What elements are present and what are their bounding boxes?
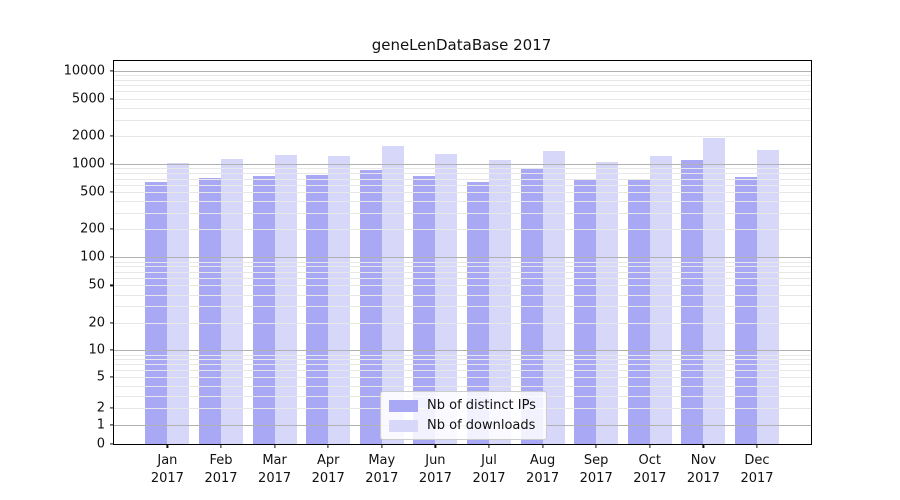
x-axis-tick-mark bbox=[220, 444, 222, 448]
y-axis-tick-label: 2 bbox=[96, 400, 105, 416]
legend-label-downloads: Nb of downloads bbox=[427, 418, 536, 433]
bar-downloads bbox=[757, 150, 779, 444]
y-axis-tick-label: 10 bbox=[88, 342, 105, 358]
chart-title: geneLenDataBase 2017 bbox=[371, 36, 552, 54]
x-axis-tick-label: Oct 2017 bbox=[633, 453, 667, 486]
x-axis-tick-label: May 2017 bbox=[365, 453, 399, 486]
y-axis-tick-mark bbox=[110, 135, 114, 137]
x-axis-tick-mark bbox=[756, 444, 758, 448]
bar-distinct-ips bbox=[359, 169, 382, 444]
bar-distinct-ips bbox=[681, 159, 704, 444]
bar-distinct-ips bbox=[735, 176, 757, 444]
x-axis-tick-label: Dec 2017 bbox=[740, 453, 774, 486]
legend-item-downloads: Nb of downloads bbox=[389, 418, 536, 433]
y-axis-tick-label: 5 bbox=[96, 369, 105, 385]
x-axis-tick-mark bbox=[274, 444, 276, 448]
y-axis-tick-label: 0 bbox=[96, 436, 105, 452]
y-axis-tick-mark bbox=[110, 443, 114, 445]
x-axis-tick-label: Nov 2017 bbox=[686, 453, 720, 486]
y-axis-tick-label: 1 bbox=[96, 417, 105, 432]
y-axis-tick-mark bbox=[110, 376, 114, 378]
bar-distinct-ips bbox=[252, 175, 275, 444]
y-axis-tick-mark bbox=[110, 256, 114, 258]
x-axis-tick-mark bbox=[702, 444, 704, 448]
x-axis-tick-mark bbox=[649, 444, 651, 448]
y-axis-tick-mark bbox=[110, 163, 114, 165]
x-axis-tick-mark bbox=[595, 444, 597, 448]
bar-downloads bbox=[649, 155, 672, 444]
y-axis-tick-label: 5000 bbox=[71, 91, 105, 107]
bar-distinct-ips bbox=[306, 175, 329, 444]
bars-layer bbox=[114, 61, 811, 444]
x-axis-tick-label: Mar 2017 bbox=[258, 453, 292, 486]
y-axis-tick-mark bbox=[110, 284, 114, 286]
bar-distinct-ips bbox=[199, 177, 221, 444]
bar-distinct-ips bbox=[413, 176, 436, 444]
bar-downloads bbox=[596, 162, 619, 444]
y-axis-tick-label: 200 bbox=[80, 221, 105, 237]
y-axis-tick-label: 1000 bbox=[71, 156, 105, 172]
y-axis-tick-mark bbox=[110, 407, 114, 409]
x-axis-tick-mark bbox=[488, 444, 490, 448]
x-axis-tick-label: Aug 2017 bbox=[526, 453, 560, 486]
legend-swatch-downloads bbox=[389, 419, 418, 432]
y-axis-tick-label: 20 bbox=[88, 315, 105, 330]
x-axis-tick-mark bbox=[166, 444, 168, 448]
bar-downloads bbox=[167, 162, 190, 444]
legend: Nb of distinct IPs Nb of downloads bbox=[380, 391, 547, 440]
y-axis-tick-label: 50 bbox=[88, 277, 105, 293]
y-axis-tick-mark bbox=[110, 349, 114, 351]
legend-swatch-distinct-ips bbox=[389, 399, 418, 412]
y-axis-tick-mark bbox=[110, 423, 114, 426]
x-axis-tick-label: Jun 2017 bbox=[418, 453, 452, 486]
y-axis-tick-label: 500 bbox=[80, 184, 105, 200]
y-axis-tick-label: 10000 bbox=[63, 63, 105, 79]
bar-distinct-ips bbox=[574, 179, 597, 444]
x-axis-tick-mark bbox=[327, 444, 329, 448]
bar-downloads bbox=[703, 138, 726, 444]
bar-downloads bbox=[489, 160, 511, 444]
x-axis-tick-mark bbox=[542, 444, 544, 448]
y-axis-tick-label: 2000 bbox=[71, 128, 105, 144]
legend-label-distinct-ips: Nb of distinct IPs bbox=[427, 398, 536, 413]
y-axis-tick-mark bbox=[110, 191, 114, 193]
bar-distinct-ips bbox=[145, 181, 168, 444]
y-axis-tick-mark bbox=[110, 321, 114, 324]
bar-distinct-ips bbox=[627, 180, 650, 444]
x-axis-tick-label: Jul 2017 bbox=[472, 453, 506, 486]
y-axis-tick-label: 100 bbox=[80, 249, 105, 265]
x-axis-tick-mark bbox=[434, 444, 436, 448]
legend-item-distinct-ips: Nb of distinct IPs bbox=[389, 398, 536, 413]
bar-downloads bbox=[221, 159, 243, 444]
y-axis-tick-mark bbox=[110, 228, 114, 230]
bar-downloads bbox=[274, 155, 297, 444]
bar-downloads bbox=[328, 156, 351, 444]
x-axis-tick-mark bbox=[381, 444, 383, 448]
x-axis-tick-label: Sep 2017 bbox=[579, 453, 613, 486]
y-axis-tick-mark bbox=[110, 98, 114, 100]
y-axis-tick-mark bbox=[110, 70, 114, 72]
x-axis-tick-label: Apr 2017 bbox=[311, 453, 345, 486]
bar-distinct-ips bbox=[467, 181, 489, 444]
bar-downloads bbox=[435, 154, 458, 444]
x-axis-tick-label: Feb 2017 bbox=[204, 453, 238, 486]
x-axis-tick-label: Jan 2017 bbox=[150, 453, 184, 486]
